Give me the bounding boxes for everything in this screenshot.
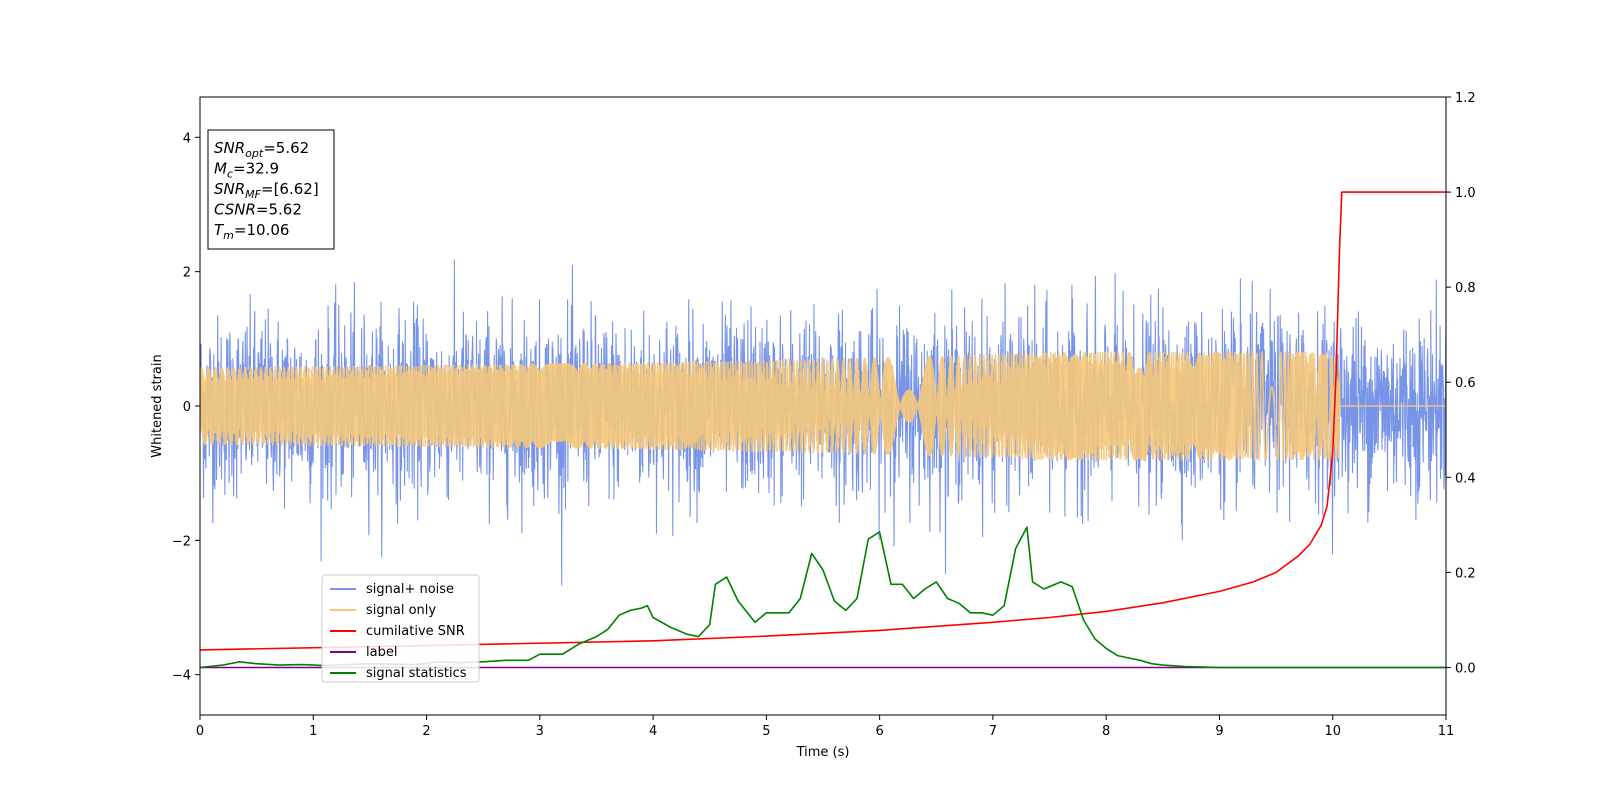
x-tick-label: 10 [1324,724,1341,739]
x-tick-label: 9 [1215,724,1223,739]
y-axis-label: Whitened strain [150,354,165,457]
y-tick-label: 2 [183,266,191,281]
y2-tick-label: 1.2 [1455,91,1476,106]
info-value: =[6.62] [261,180,319,198]
info-symbol: SNR [214,139,245,157]
info-symbol: CSNR [214,201,256,219]
info-value: =5.62 [263,139,309,157]
info-value: =10.06 [234,221,290,239]
x-tick-label: 3 [536,724,544,739]
legend-label: signal only [366,603,436,618]
info-value: =5.62 [256,201,302,219]
x-tick-label: 0 [196,724,204,739]
info-line: SNRMF=[6.62] [214,180,319,201]
info-box-frame [207,129,335,250]
series-line-2 [200,191,1446,651]
legend: signal+ noise signal only cumilative SNR la… [321,574,480,683]
info-subscript: MF [245,188,261,201]
x-tick-label: 4 [649,724,657,739]
y-axis-right: 0.0 0.2 0.4 0.6 0.8 1.0 1.2 [1446,91,1476,676]
y2-tick-label: 0.0 [1455,661,1476,676]
info-symbol: M [214,160,227,178]
x-tick-label: 7 [989,724,997,739]
y2-tick-label: 0.8 [1455,281,1476,296]
info-line: Tm=10.06 [214,221,289,242]
y-tick-label: −4 [172,669,191,684]
info-line: SNRopt=5.62 [214,139,309,160]
x-axis: 0 1 2 3 4 5 6 7 8 9 10 11 [196,715,1454,739]
x-tick-label: 1 [309,724,317,739]
info-line: Mc=32.9 [214,160,279,181]
y2-tick-label: 0.4 [1455,471,1476,486]
legend-label: label [366,645,397,660]
info-subscript: m [223,229,234,242]
legend-label: signal+ noise [366,582,454,597]
info-annotation: SNRopt=5.62Mc=32.9SNRMF=[6.62]CSNR=5.62T… [207,129,335,250]
legend-label: signal statistics [366,666,467,681]
info-symbol: SNR [214,180,245,198]
y-tick-label: 4 [183,131,191,146]
x-tick-label: 11 [1438,724,1455,739]
x-tick-label: 8 [1102,724,1110,739]
y2-tick-label: 1.0 [1455,186,1476,201]
y-tick-label: −2 [172,534,191,549]
x-tick-label: 6 [875,724,883,739]
y2-tick-label: 0.6 [1455,376,1476,391]
y-tick-label: 0 [183,400,191,415]
y-axis-left: −4 −2 0 2 4 [172,131,200,684]
series-line-1 [200,351,1446,461]
legend-frame [321,574,480,683]
legend-label: cumilative SNR [366,624,465,639]
info-value: =32.9 [233,160,279,178]
x-tick-label: 2 [422,724,430,739]
info-line: CSNR=5.62 [214,201,302,219]
y2-tick-label: 0.2 [1455,566,1476,581]
x-tick-label: 5 [762,724,770,739]
info-subscript: opt [245,147,264,160]
x-axis-label: Time (s) [796,745,850,760]
info-symbol: T [214,221,225,239]
info-subscript: c [227,168,233,181]
